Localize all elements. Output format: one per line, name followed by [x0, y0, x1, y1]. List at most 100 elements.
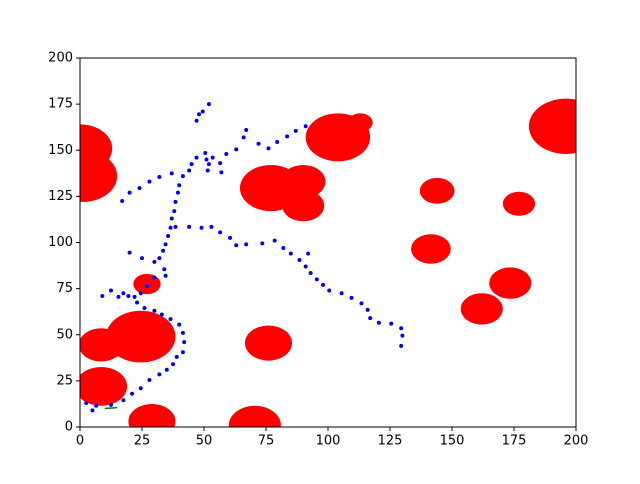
node-point — [180, 330, 185, 335]
obstacle — [80, 367, 128, 406]
y-tick-label: 0 — [65, 420, 73, 435]
node-point — [297, 258, 302, 263]
x-tick-label: 25 — [134, 434, 151, 449]
y-tick-label: 50 — [56, 327, 73, 342]
obstacle — [489, 267, 532, 299]
node-point — [189, 162, 194, 167]
y-tick-label: 125 — [48, 189, 73, 204]
node-point — [177, 322, 182, 327]
obstacle — [80, 328, 124, 362]
node-point — [142, 305, 147, 310]
node-point — [163, 273, 168, 278]
node-point — [389, 321, 394, 326]
node-point — [135, 300, 140, 305]
node-point — [173, 224, 178, 229]
x-tick-label: 100 — [316, 434, 341, 449]
node-point — [308, 270, 313, 275]
node-point — [194, 155, 199, 160]
obstacle — [282, 189, 325, 222]
node-point — [172, 209, 177, 214]
node-point — [137, 186, 142, 191]
node-point — [285, 134, 290, 139]
node-point — [177, 183, 182, 188]
node-point — [121, 398, 126, 403]
node-point — [164, 367, 169, 372]
node-point — [138, 386, 143, 391]
node-point — [272, 238, 277, 243]
node-point — [209, 224, 214, 229]
node-point — [127, 250, 132, 255]
node-point — [234, 147, 239, 152]
node-point — [306, 251, 311, 256]
node-point — [399, 343, 404, 348]
node-point — [94, 403, 99, 408]
obstacle — [460, 293, 503, 325]
y-tick-label: 100 — [48, 235, 73, 250]
node-point — [204, 157, 209, 162]
node-point — [314, 277, 319, 282]
node-point — [339, 291, 344, 296]
node-point — [162, 267, 167, 272]
node-point — [180, 174, 185, 179]
obstacle — [502, 191, 536, 216]
node-point — [140, 256, 144, 261]
node-point — [127, 190, 132, 195]
node-point — [206, 102, 211, 107]
node-point — [180, 350, 185, 355]
node-point — [90, 408, 95, 413]
node-point — [163, 242, 168, 247]
node-point — [169, 216, 174, 221]
obstacle — [244, 325, 293, 361]
node-point — [187, 224, 192, 229]
obstacle — [528, 98, 576, 154]
node-point — [157, 256, 162, 261]
node-point — [166, 234, 171, 239]
plot-area — [80, 98, 576, 427]
node-point — [293, 128, 298, 133]
node-point — [116, 294, 121, 299]
node-point — [120, 198, 125, 203]
obstacle — [128, 403, 176, 427]
node-point — [218, 230, 223, 235]
node-point — [203, 151, 208, 156]
node-point — [224, 151, 229, 156]
node-point — [182, 340, 187, 345]
y-tick-label: 200 — [48, 51, 73, 66]
node-point — [241, 135, 246, 140]
node-point — [199, 225, 204, 230]
x-tick-label: 125 — [378, 434, 403, 449]
node-point — [260, 241, 265, 246]
node-point — [132, 294, 137, 299]
node-point — [228, 235, 233, 240]
node-point — [219, 170, 224, 175]
node-point — [210, 155, 215, 160]
node-point — [218, 161, 223, 166]
node-point — [244, 242, 249, 247]
y-tick-label: 150 — [48, 143, 73, 158]
obstacle — [228, 405, 281, 427]
node-point — [100, 294, 105, 299]
node-point — [109, 402, 113, 407]
node-point — [169, 171, 174, 176]
node-point — [161, 248, 166, 253]
node-point — [368, 316, 373, 321]
node-point — [200, 109, 205, 114]
node-point — [187, 168, 192, 173]
node-point — [175, 190, 180, 195]
node-point — [171, 362, 175, 367]
x-tick-label: 175 — [502, 434, 527, 449]
obstacle — [280, 165, 326, 199]
y-tick-label: 25 — [56, 373, 73, 388]
obstacle — [419, 177, 455, 204]
node-point — [275, 139, 280, 144]
node-point — [157, 175, 162, 180]
node-point — [173, 199, 178, 204]
node-point — [84, 401, 89, 406]
node-point — [152, 308, 157, 313]
node-point — [144, 283, 149, 288]
node-point — [256, 141, 261, 146]
node-point — [244, 127, 249, 132]
node-point — [168, 317, 173, 322]
